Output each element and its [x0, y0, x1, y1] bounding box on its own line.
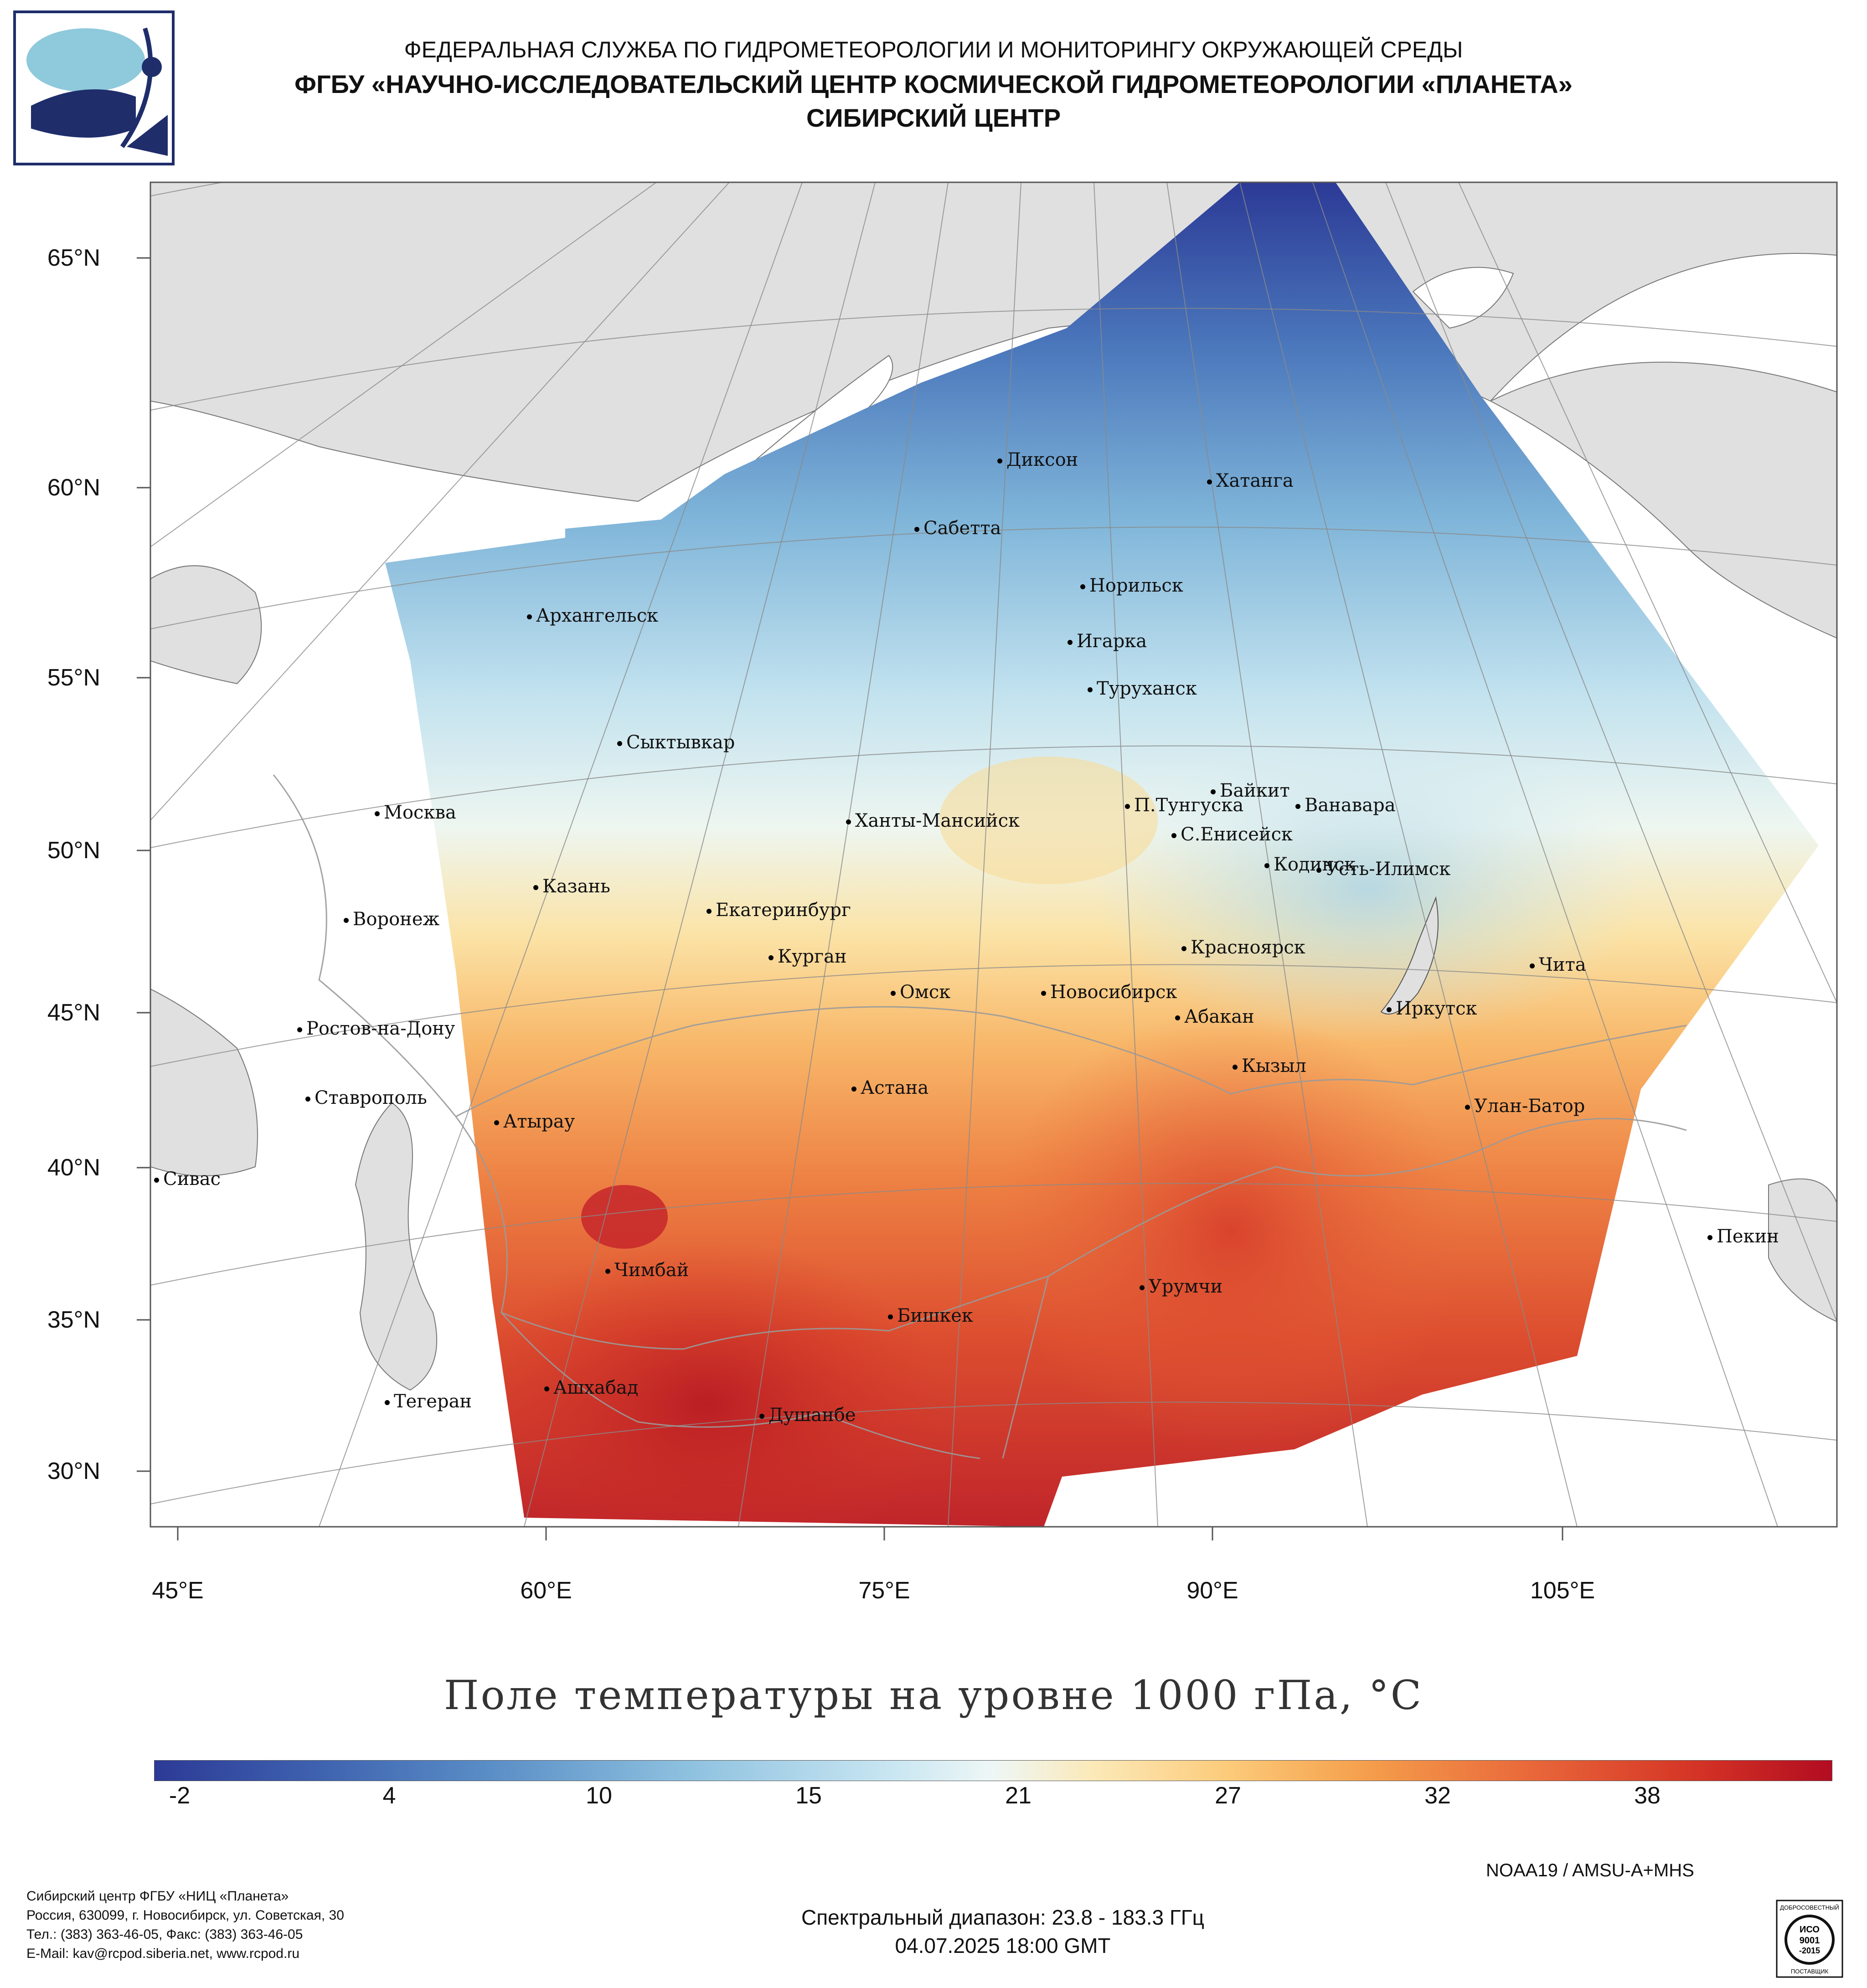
city-label: Кызыл: [1233, 1056, 1306, 1076]
lat-label: 40°N: [47, 1154, 100, 1181]
city-label: Красноярск: [1181, 937, 1305, 958]
footer-phones: Тел.: (383) 363-46-05, Факс: (383) 363-4…: [26, 1927, 303, 1942]
city-label: Чимбай: [605, 1260, 689, 1281]
colorbar-tick: 15: [795, 1782, 822, 1809]
city-label: Норильск: [1080, 575, 1183, 596]
colorbar-tick: 10: [586, 1782, 612, 1809]
colorbar: [154, 1760, 1832, 1781]
lon-label: 75°E: [858, 1577, 910, 1604]
observation-datetime: 04.07.2025 18:00 GMT: [895, 1934, 1111, 1957]
lat-label: 35°N: [47, 1307, 100, 1333]
city-label: Хатанга: [1207, 470, 1294, 491]
city-label: Бишкек: [888, 1305, 973, 1326]
city-label: Ханты-Мансийск: [846, 810, 1020, 831]
colorbar-tick: 21: [1005, 1782, 1031, 1809]
colorbar-tick: 32: [1424, 1782, 1451, 1809]
footer-address: Россия, 630099, г. Новосибирск, ул. Сове…: [26, 1908, 344, 1923]
city-label: Ванавара: [1295, 795, 1396, 816]
city-label: Игарка: [1067, 631, 1147, 652]
city-label: Абакан: [1175, 1006, 1254, 1027]
lat-label: 65°N: [47, 245, 100, 271]
lon-label: 60°E: [520, 1577, 572, 1604]
iso-bottom-text: ПОСТАВЩИК: [1791, 1968, 1829, 1975]
lon-label: 105°E: [1530, 1577, 1595, 1604]
city-label: С.Енисейск: [1171, 824, 1293, 845]
city-label: Ставрополь: [305, 1087, 427, 1108]
sensor-label: NOAA19 / AMSU-A+MHS: [1486, 1860, 1694, 1880]
footer-email: E-Mail: kav@rcpod.siberia.net, www.rcpod…: [26, 1946, 300, 1961]
city-label: Новосибирск: [1041, 982, 1177, 1003]
header-center: СИБИРСКИЙ ЦЕНТР: [806, 103, 1061, 132]
city-label: Екатеринбург: [707, 900, 851, 921]
city-label: Архангельск: [526, 605, 659, 626]
city-label: Казань: [533, 876, 610, 897]
planeta-logo: [13, 10, 175, 165]
city-label: Ростов-на-Дону: [297, 1018, 455, 1039]
city-label: Сабетта: [914, 518, 1001, 539]
header-org: ФЕДЕРАЛЬНАЯ СЛУЖБА ПО ГИДРОМЕТЕОРОЛОГИИ …: [404, 37, 1463, 62]
city-label: Кодинск: [1264, 854, 1356, 875]
colorbar-tick: 4: [382, 1782, 396, 1809]
lat-label: 30°N: [47, 1458, 100, 1484]
footer-contacts: Сибирский центр ФГБУ «НИЦ «Планета» Росс…: [26, 1887, 573, 1963]
city-label: Улан-Батор: [1465, 1096, 1585, 1117]
city-label: Чита: [1530, 954, 1586, 975]
iso-mid1-text: ИСО: [1800, 1925, 1820, 1935]
city-label: Ашхабад: [544, 1377, 639, 1398]
city-label: Курган: [768, 946, 847, 967]
colorbar-tick: -2: [169, 1782, 191, 1809]
city-label: Сивас: [154, 1169, 221, 1190]
colorbar-tick: 27: [1215, 1782, 1241, 1809]
city-label: Душанбе: [759, 1405, 856, 1426]
city-label: Москва: [375, 802, 456, 823]
iso-top-text: ДОБРОСОВЕСТНЫЙ: [1780, 1904, 1839, 1911]
city-label: Сыктывкар: [617, 732, 735, 753]
lat-label: 55°N: [47, 664, 100, 691]
city-label: Иркутск: [1387, 998, 1477, 1019]
lon-label: 90°E: [1186, 1577, 1238, 1604]
city-label: Астана: [851, 1077, 929, 1098]
footer-info: Спектральный диапазон: 23.8 - 183.3 ГГц …: [593, 1903, 1413, 1960]
map-title: Поле температуры на уровне 1000 гПа, °C: [444, 1672, 1423, 1719]
lat-label: 60°N: [47, 474, 100, 501]
city-label: Урумчи: [1139, 1276, 1223, 1297]
city-label: Туруханск: [1088, 678, 1197, 699]
colorbar-tick: 38: [1634, 1782, 1661, 1809]
city-label: Байкит: [1211, 780, 1290, 801]
city-label: Тегеран: [384, 1391, 472, 1412]
city-label: Атырау: [494, 1111, 575, 1132]
lat-label: 45°N: [47, 999, 100, 1026]
iso-mid3-text: -2015: [1799, 1946, 1820, 1955]
spectral-range: Спектральный диапазон: 23.8 - 183.3 ГГц: [801, 1906, 1205, 1929]
lon-label: 45°E: [152, 1577, 204, 1604]
city-label: П.Тунгуска: [1124, 795, 1244, 816]
city-label: Усть-Илимск: [1316, 859, 1451, 880]
city-label: Воронеж: [343, 909, 440, 930]
lat-label: 50°N: [47, 837, 100, 864]
iso-badge-icon: ДОБРОСОВЕСТНЫЙ ИСО 9001 -2015 ПОСТАВЩИК: [1776, 1900, 1843, 1978]
iso-mid2-text: 9001: [1800, 1936, 1820, 1946]
city-label: Диксон: [997, 449, 1078, 470]
header-institution: ФГБУ «НАУЧНО-ИССЛЕДОВАТЕЛЬСКИЙ ЦЕНТР КОС…: [294, 70, 1573, 98]
city-label: Омск: [890, 982, 951, 1003]
footer-center-name: Сибирский центр ФГБУ «НИЦ «Планета»: [26, 1889, 289, 1904]
city-label: Пекин: [1707, 1226, 1779, 1247]
